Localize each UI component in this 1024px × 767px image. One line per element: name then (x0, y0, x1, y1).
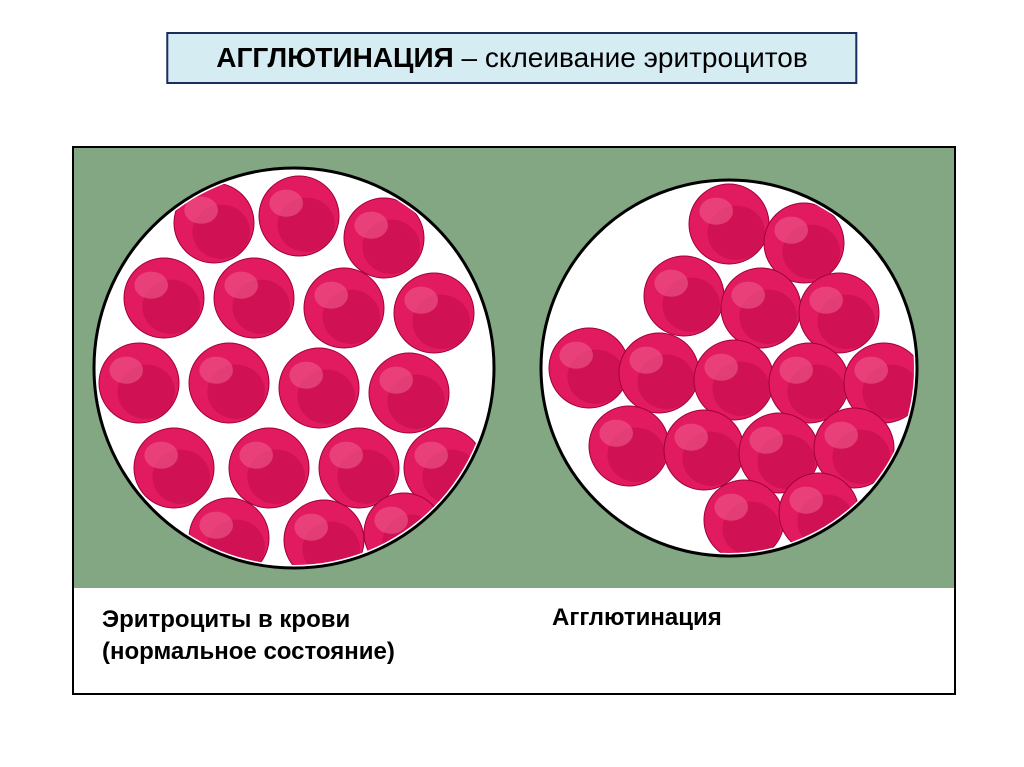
label-normal-line2: (нормальное состояние) (102, 636, 504, 668)
title-separator: – (454, 42, 485, 73)
label-normal: Эритроциты в крови (нормальное состояние… (74, 604, 504, 669)
diagram-container: Эритроциты в крови (нормальное состояние… (72, 146, 956, 695)
label-agglutination: Агглютинация (504, 604, 954, 669)
title-box: АГГЛЮТИНАЦИЯ – склеивание эритроцитов (166, 32, 857, 84)
labels-row: Эритроциты в крови (нормальное состояние… (74, 588, 954, 693)
label-normal-line1: Эритроциты в крови (102, 604, 504, 636)
diagram-green-area (74, 148, 954, 588)
title-rest: склеивание эритроцитов (485, 42, 808, 73)
agglutination-view (529, 148, 949, 588)
normal-cells-view (74, 148, 514, 588)
title-bold: АГГЛЮТИНАЦИЯ (216, 42, 453, 73)
